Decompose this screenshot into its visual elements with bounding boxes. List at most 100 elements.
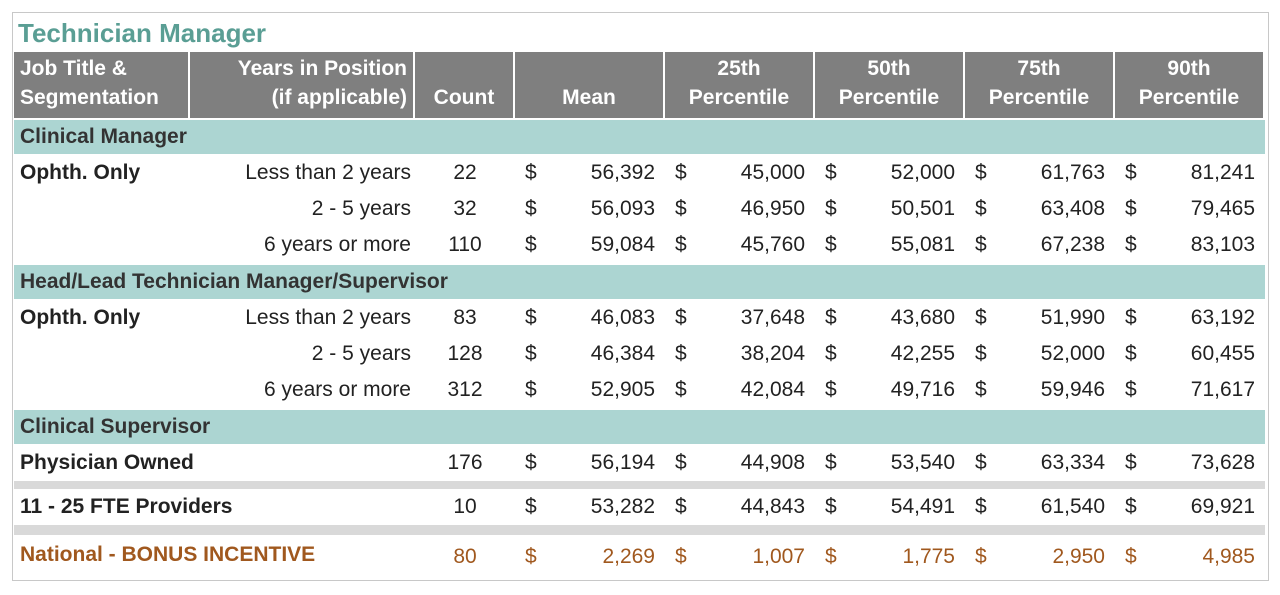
value-cell: $59,084 <box>515 227 665 263</box>
section-title: Clinical Supervisor <box>20 415 211 438</box>
currency: $ <box>675 342 687 365</box>
header-line: Percentile <box>1138 86 1240 109</box>
currency: $ <box>675 306 687 329</box>
value-cell: $44,908 <box>665 445 815 481</box>
count: 32 <box>453 197 477 220</box>
header-line: Percentile <box>688 86 790 109</box>
segment-label: Ophth. Only <box>20 161 141 184</box>
value-cell: $37,648 <box>665 300 815 336</box>
value-cell: $63,192 <box>1115 300 1265 336</box>
value-cell: $50,501 <box>815 191 965 227</box>
value: 71,617 <box>1190 378 1255 401</box>
value-cell: $61,540 <box>965 489 1115 525</box>
currency: $ <box>825 495 837 518</box>
currency: $ <box>975 342 987 365</box>
section-header: Head/Lead Technician Manager/Supervisor <box>14 265 1265 299</box>
value-cell: $1,775 <box>815 535 965 579</box>
value: 56,194 <box>590 451 655 474</box>
value: 50,501 <box>890 197 955 220</box>
value: 42,255 <box>890 342 955 365</box>
value: 42,084 <box>740 378 805 401</box>
value: 55,081 <box>890 233 955 256</box>
section-title: Head/Lead Technician Manager/Supervisor <box>20 270 448 293</box>
currency: $ <box>1125 342 1137 365</box>
years-cell: 6 years or more <box>190 227 415 263</box>
value: 38,204 <box>740 342 805 365</box>
value-cell: $61,763 <box>965 155 1115 191</box>
value: 51,990 <box>1040 306 1105 329</box>
value-cell: $4,985 <box>1115 535 1265 579</box>
frame <box>12 12 1269 581</box>
years: 6 years or more <box>263 378 411 401</box>
currency: $ <box>825 233 837 256</box>
value: 59,084 <box>590 233 655 256</box>
value: 52,000 <box>890 161 955 184</box>
years-cell: 6 years or more <box>190 372 415 408</box>
value: 1,007 <box>752 545 805 568</box>
bonus-label: National - BONUS INCENTIVE <box>20 543 316 566</box>
years: 6 years or more <box>263 233 411 256</box>
currency: $ <box>1125 495 1137 518</box>
value-cell: $63,334 <box>965 445 1115 481</box>
value-cell: $69,921 <box>1115 489 1265 525</box>
value: 63,192 <box>1190 306 1255 329</box>
value: 49,716 <box>890 378 955 401</box>
value-cell: $67,238 <box>965 227 1115 263</box>
value: 81,241 <box>1190 161 1255 184</box>
value-cell: $44,843 <box>665 489 815 525</box>
value: 44,843 <box>740 495 805 518</box>
years: Less than 2 years <box>245 161 411 184</box>
value-cell: $53,282 <box>515 489 665 525</box>
value-cell: $60,455 <box>1115 336 1265 372</box>
header-line: 50th <box>867 57 911 80</box>
currency: $ <box>1125 378 1137 401</box>
value: 61,540 <box>1040 495 1105 518</box>
value-cell: $46,950 <box>665 191 815 227</box>
currency: $ <box>675 161 687 184</box>
value-cell: $46,384 <box>515 336 665 372</box>
currency: $ <box>525 378 537 401</box>
segment-label: 11 - 25 FTE Providers <box>20 495 233 518</box>
currency: $ <box>525 342 537 365</box>
currency: $ <box>675 545 687 568</box>
value-cell: $46,083 <box>515 300 665 336</box>
currency: $ <box>825 451 837 474</box>
years: 2 - 5 years <box>311 197 411 220</box>
currency: $ <box>975 161 987 184</box>
currency: $ <box>1125 306 1137 329</box>
value: 79,465 <box>1190 197 1255 220</box>
value: 53,282 <box>590 495 655 518</box>
currency: $ <box>975 451 987 474</box>
header-line: Segmentation <box>20 86 159 109</box>
value: 59,946 <box>1040 378 1105 401</box>
header-line: (if applicable) <box>271 86 407 109</box>
value-cell: $52,000 <box>815 155 965 191</box>
count-cell: 32 <box>415 191 515 227</box>
header-line: Years in Position <box>237 57 407 80</box>
value-cell: $42,084 <box>665 372 815 408</box>
value: 53,540 <box>890 451 955 474</box>
currency: $ <box>1125 451 1137 474</box>
value: 37,648 <box>740 306 805 329</box>
currency: $ <box>825 161 837 184</box>
section-title: Clinical Manager <box>20 125 187 148</box>
value: 44,908 <box>740 451 805 474</box>
count-cell: 22 <box>415 155 515 191</box>
years: 2 - 5 years <box>311 342 411 365</box>
value: 46,950 <box>740 197 805 220</box>
currency: $ <box>675 378 687 401</box>
count: 128 <box>447 342 483 365</box>
value: 4,985 <box>1202 545 1255 568</box>
value: 73,628 <box>1190 451 1255 474</box>
count: 10 <box>453 495 477 518</box>
value: 2,269 <box>602 545 655 568</box>
value-cell: $52,905 <box>515 372 665 408</box>
value: 61,763 <box>1040 161 1105 184</box>
header-line: Count <box>433 86 495 109</box>
value-cell: $81,241 <box>1115 155 1265 191</box>
currency: $ <box>975 545 987 568</box>
currency: $ <box>525 451 537 474</box>
value-cell: $56,392 <box>515 155 665 191</box>
row-label: Physician Owned <box>10 445 411 481</box>
